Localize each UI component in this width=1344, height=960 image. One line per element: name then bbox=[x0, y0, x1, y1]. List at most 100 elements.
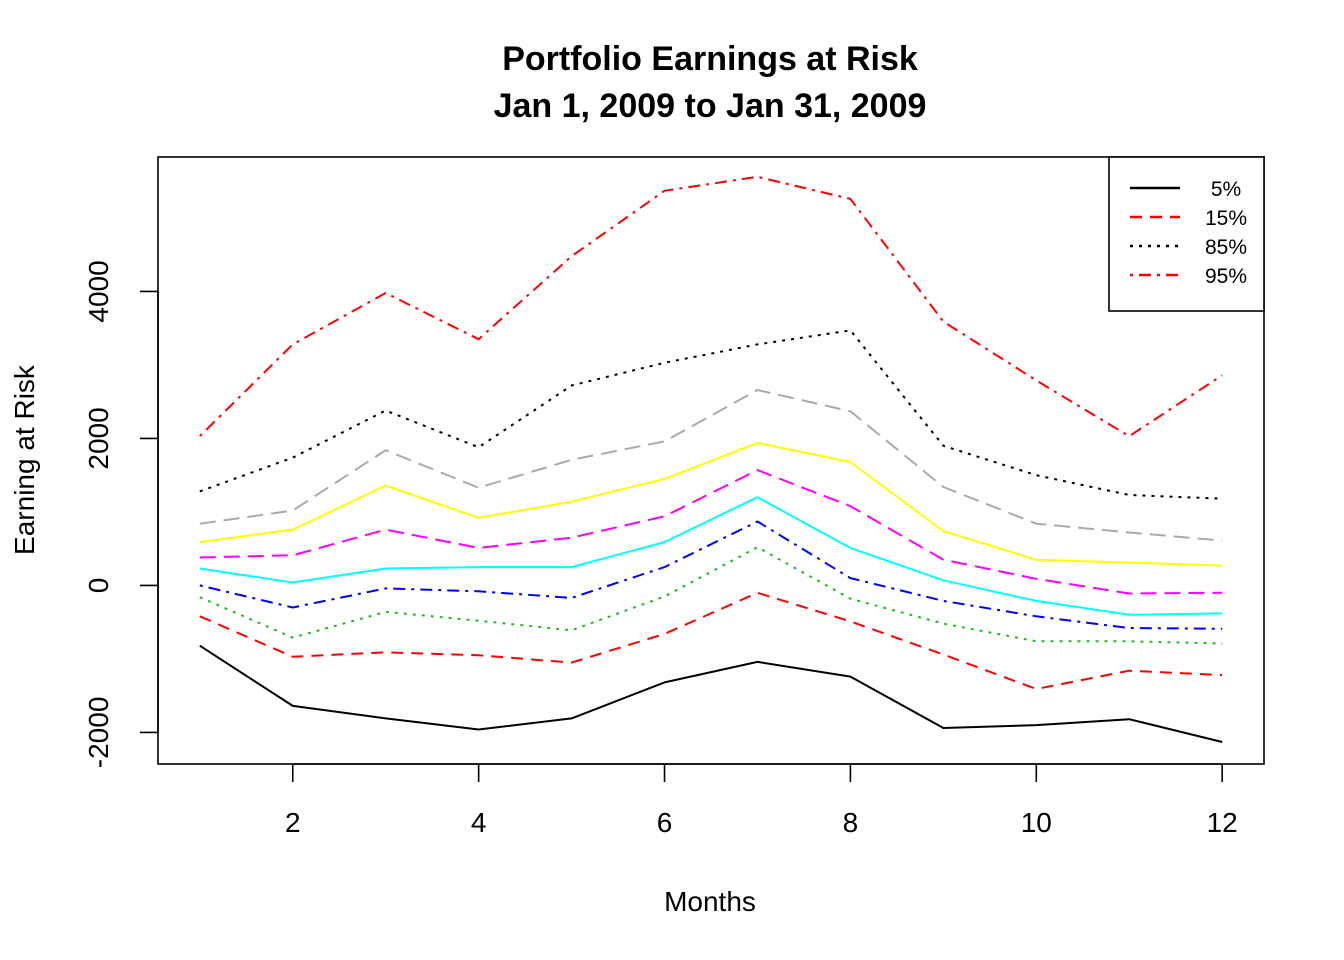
y-tick-label: 0 bbox=[83, 578, 114, 594]
data-point bbox=[942, 623, 944, 625]
data-point bbox=[1035, 474, 1037, 476]
data-point bbox=[571, 385, 573, 387]
data-point bbox=[1035, 600, 1037, 602]
series-line-2 bbox=[199, 546, 1223, 645]
data-point bbox=[942, 486, 944, 488]
legend-label: 85% bbox=[1205, 236, 1247, 259]
data-point bbox=[664, 440, 666, 442]
data-point bbox=[757, 389, 759, 391]
series-5 bbox=[199, 469, 1223, 595]
series-line-4 bbox=[199, 496, 1223, 616]
data-point bbox=[571, 501, 573, 503]
data-point bbox=[757, 469, 759, 471]
data-point bbox=[385, 587, 387, 589]
legend: 5% 15% 85% 95% bbox=[1108, 156, 1265, 312]
data-point bbox=[1128, 532, 1130, 534]
data-point bbox=[664, 478, 666, 480]
series-line-6 bbox=[199, 441, 1223, 567]
data-point bbox=[571, 566, 573, 568]
data-point bbox=[199, 523, 201, 525]
series-2 bbox=[199, 546, 1223, 645]
data-point bbox=[385, 292, 387, 294]
data-point bbox=[664, 633, 666, 635]
legend-box bbox=[1108, 156, 1265, 312]
chart-title-line-2: Jan 1, 2009 to Jan 31, 2009 bbox=[494, 87, 927, 125]
data-point bbox=[1221, 374, 1223, 376]
series-line-3 bbox=[199, 520, 1223, 630]
data-point bbox=[942, 321, 944, 323]
x-tick-label: 12 bbox=[1207, 807, 1238, 838]
data-point bbox=[478, 487, 480, 489]
data-point bbox=[478, 517, 480, 519]
data-point bbox=[1035, 379, 1037, 381]
data-point bbox=[849, 505, 851, 507]
y-axis: -2000 0 2000 4000 bbox=[83, 260, 159, 769]
data-point bbox=[757, 176, 759, 178]
data-point bbox=[1221, 498, 1223, 500]
data-point bbox=[478, 547, 480, 549]
data-point bbox=[571, 629, 573, 631]
data-point bbox=[292, 607, 294, 609]
series-line-0 bbox=[199, 644, 1223, 743]
data-point bbox=[292, 529, 294, 531]
data-point bbox=[664, 190, 666, 192]
data-point bbox=[1128, 670, 1130, 672]
series-6 bbox=[199, 441, 1223, 567]
data-point bbox=[1128, 718, 1130, 720]
data-point bbox=[1035, 578, 1037, 580]
data-point bbox=[757, 521, 759, 523]
data-point bbox=[292, 705, 294, 707]
y-axis-label: Earning at Risk bbox=[9, 364, 40, 555]
series-line-1 bbox=[199, 591, 1223, 690]
legend-item: 5% bbox=[1130, 178, 1241, 201]
series-line-5 bbox=[199, 469, 1223, 595]
data-point bbox=[1035, 615, 1037, 617]
data-point bbox=[199, 584, 201, 586]
data-point bbox=[1035, 640, 1037, 642]
data-point bbox=[664, 362, 666, 364]
data-point bbox=[942, 654, 944, 656]
series-3 bbox=[199, 520, 1223, 630]
legend-label: 15% bbox=[1205, 207, 1247, 230]
data-point bbox=[1221, 628, 1223, 630]
x-tick-label: 4 bbox=[471, 807, 487, 838]
data-point bbox=[942, 579, 944, 581]
y-tick-label: -2000 bbox=[83, 697, 114, 769]
data-point bbox=[385, 568, 387, 570]
data-point bbox=[757, 343, 759, 345]
y-tick-label: 2000 bbox=[83, 407, 114, 469]
data-point bbox=[385, 410, 387, 412]
data-point bbox=[199, 645, 201, 647]
data-point bbox=[849, 577, 851, 579]
x-axis: 2 4 6 8 10 12 bbox=[285, 763, 1238, 838]
data-point bbox=[478, 566, 480, 568]
data-point bbox=[385, 651, 387, 653]
legend-label: 95% bbox=[1205, 265, 1247, 288]
data-point bbox=[757, 496, 759, 498]
chart-title-line-1: Portfolio Earnings at Risk bbox=[502, 40, 918, 78]
data-point bbox=[199, 568, 201, 570]
legend-item: 15% bbox=[1130, 207, 1247, 230]
series-4 bbox=[199, 496, 1223, 616]
data-point bbox=[1035, 559, 1037, 561]
data-point bbox=[199, 557, 201, 559]
data-point bbox=[199, 615, 201, 617]
data-point bbox=[1221, 741, 1223, 743]
x-tick-label: 2 bbox=[285, 807, 301, 838]
data-point bbox=[385, 529, 387, 531]
data-point bbox=[757, 592, 759, 594]
data-point bbox=[1221, 540, 1223, 542]
data-point bbox=[571, 662, 573, 664]
data-point bbox=[478, 590, 480, 592]
data-point bbox=[292, 554, 294, 556]
series-0 bbox=[199, 644, 1223, 743]
data-point bbox=[849, 676, 851, 678]
data-point bbox=[199, 435, 201, 437]
data-point bbox=[1128, 494, 1130, 496]
data-point bbox=[1221, 643, 1223, 645]
data-point bbox=[199, 490, 201, 492]
data-point bbox=[1221, 592, 1223, 594]
data-point bbox=[292, 343, 294, 345]
data-point bbox=[757, 442, 759, 444]
data-point bbox=[385, 717, 387, 719]
